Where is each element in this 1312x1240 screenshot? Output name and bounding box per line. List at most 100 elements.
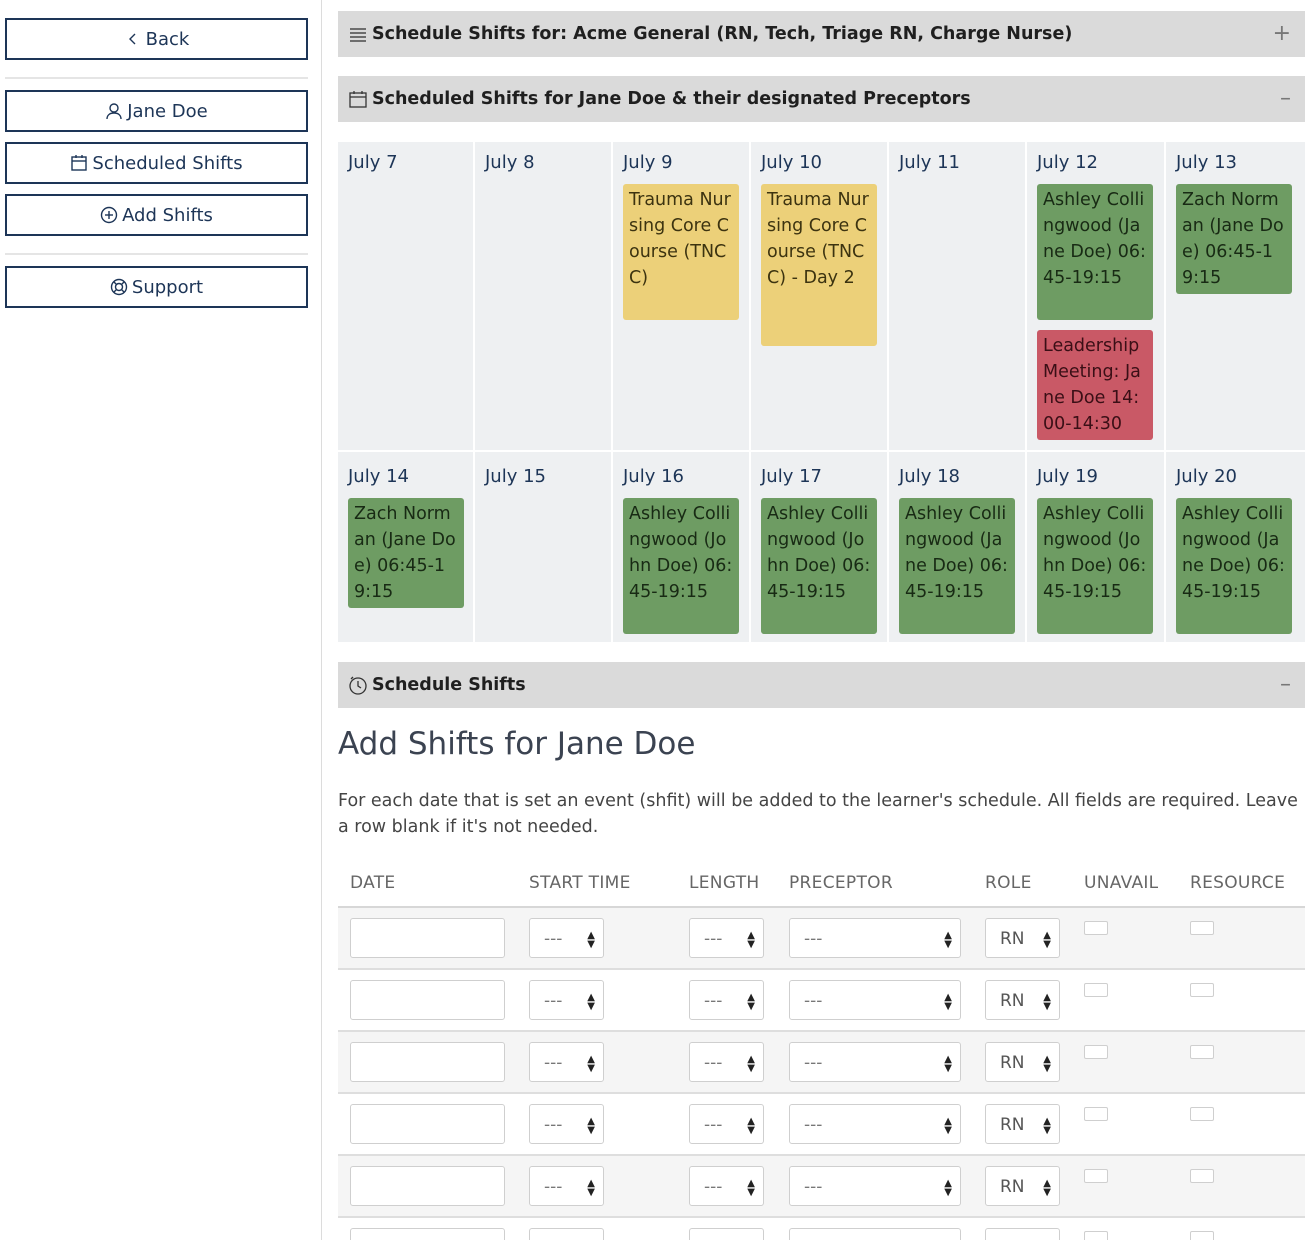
select-value: --- bbox=[704, 991, 723, 1011]
date-input[interactable] bbox=[350, 1104, 505, 1144]
select-arrows-icon: ▲▼ bbox=[747, 930, 755, 950]
unavail-checkbox[interactable] bbox=[1084, 983, 1108, 997]
day-label: July 10 bbox=[761, 152, 822, 173]
preceptor-select[interactable]: ---▲▼ bbox=[789, 1228, 961, 1240]
table-row: --- ▲▼ --- ▲▼ --- ▲▼ RN ▲▼ bbox=[338, 908, 1305, 970]
calendar-day: July 9 Trauma Nursing Core Course (TNCC) bbox=[613, 142, 751, 452]
start-time-select[interactable]: ---▲▼ bbox=[529, 1042, 604, 1082]
select-arrows-icon: ▲▼ bbox=[1043, 1178, 1051, 1198]
collapse-icon[interactable]: – bbox=[1280, 672, 1291, 697]
scheduled-panel-header[interactable]: Scheduled Shifts for Jane Doe & their de… bbox=[338, 76, 1305, 122]
start-time-select[interactable]: ---▲▼ bbox=[529, 980, 604, 1020]
day-label: July 13 bbox=[1176, 152, 1237, 173]
select-arrows-icon: ▲▼ bbox=[587, 1229, 595, 1240]
resource-checkbox[interactable] bbox=[1190, 983, 1214, 997]
day-label: July 14 bbox=[348, 466, 409, 487]
calendar-event[interactable]: Trauma Nursing Core Course (TNCC) bbox=[623, 184, 739, 320]
schedule-for-panel-header[interactable]: Schedule Shifts for: Acme General (RN, T… bbox=[338, 11, 1305, 57]
length-select[interactable]: --- ▲▼ bbox=[689, 980, 764, 1020]
calendar-event[interactable]: Leadership Meeting: Jane Doe 14:00-14:30 bbox=[1037, 330, 1153, 440]
preceptor-select[interactable]: ---▲▼ bbox=[789, 1166, 961, 1206]
calendar-event[interactable]: Ashley Collingwood (John Doe) 06:45-19:1… bbox=[623, 498, 739, 634]
role-select[interactable]: RN▲▼ bbox=[985, 918, 1060, 958]
start-time-select[interactable]: ---▲▼ bbox=[529, 1104, 604, 1144]
select-value: --- bbox=[544, 991, 563, 1011]
plus-circle-icon bbox=[100, 206, 118, 224]
calendar-day: July 19 Ashley Collingwood (John Doe) 06… bbox=[1027, 452, 1166, 642]
start-time-select[interactable]: ---▲▼ bbox=[529, 1166, 604, 1206]
select-arrows-icon: ▲▼ bbox=[747, 1116, 755, 1136]
calendar-event[interactable]: Zach Norman (Jane Doe) 06:45-19:15 bbox=[1176, 184, 1292, 294]
calendar-event[interactable]: Ashley Collingwood (John Doe) 06:45-19:1… bbox=[1037, 498, 1153, 634]
calendar-event[interactable]: Ashley Collingwood (John Doe) 06:45-19:1… bbox=[761, 498, 877, 634]
preceptor-select[interactable]: --- ▲▼ bbox=[789, 1042, 961, 1082]
scheduled-shifts-label: Scheduled Shifts bbox=[92, 152, 243, 174]
unavail-checkbox[interactable] bbox=[1084, 1169, 1108, 1183]
unavail-checkbox[interactable] bbox=[1084, 1231, 1108, 1240]
select-value: RN bbox=[1000, 1053, 1025, 1073]
unavail-checkbox[interactable] bbox=[1084, 1107, 1108, 1121]
select-value: --- bbox=[804, 1053, 823, 1073]
resource-checkbox[interactable] bbox=[1190, 1045, 1214, 1059]
role-select[interactable]: RN ▲▼ bbox=[985, 1166, 1060, 1206]
role-select[interactable]: RN▲▼ bbox=[985, 1228, 1060, 1240]
add-shifts-button[interactable]: Add Shifts bbox=[5, 194, 308, 236]
calendar-event[interactable]: Ashley Collingwood (Jane Doe) 06:45-19:1… bbox=[1176, 498, 1292, 634]
date-input[interactable] bbox=[350, 1228, 505, 1240]
select-value: RN bbox=[1000, 1177, 1025, 1197]
select-value: --- bbox=[804, 1115, 823, 1135]
calendar-event[interactable]: Ashley Collingwood (Jane Doe) 06:45-19:1… bbox=[1037, 184, 1153, 320]
calendar-event[interactable]: Zach Norman (Jane Doe) 06:45-19:15 bbox=[348, 498, 464, 608]
select-arrows-icon: ▲▼ bbox=[1043, 1229, 1051, 1240]
scheduled-shifts-button[interactable]: Scheduled Shifts bbox=[5, 142, 308, 184]
table-row: --- ▲▼ --- ▲▼ --- ▲▼ RN ▲▼ bbox=[338, 1032, 1305, 1094]
select-arrows-icon: ▲▼ bbox=[944, 1178, 952, 1198]
select-arrows-icon: ▲▼ bbox=[587, 1178, 595, 1198]
page-title: Add Shifts for Jane Doe bbox=[338, 726, 696, 762]
select-arrows-icon: ▲▼ bbox=[747, 1229, 755, 1240]
column-header-resource: RESOURCE bbox=[1190, 873, 1286, 893]
length-select[interactable]: ---▲▼ bbox=[689, 1042, 764, 1082]
resource-checkbox[interactable] bbox=[1190, 1107, 1214, 1121]
resource-checkbox[interactable] bbox=[1190, 1169, 1214, 1183]
support-button[interactable]: Support bbox=[5, 266, 308, 308]
length-select[interactable]: ---▲▼ bbox=[689, 1166, 764, 1206]
select-value: --- bbox=[704, 1177, 723, 1197]
start-time-select[interactable]: ---▲▼ bbox=[529, 918, 604, 958]
select-arrows-icon: ▲▼ bbox=[944, 1054, 952, 1074]
date-input[interactable] bbox=[350, 1166, 505, 1206]
date-input[interactable] bbox=[350, 918, 505, 958]
day-label: July 12 bbox=[1037, 152, 1098, 173]
select-arrows-icon: ▲▼ bbox=[1043, 992, 1051, 1012]
collapse-icon[interactable]: – bbox=[1280, 86, 1291, 111]
length-select[interactable]: ---▲▼ bbox=[689, 1228, 764, 1240]
calendar-event[interactable]: Trauma Nursing Core Course (TNCC) - Day … bbox=[761, 184, 877, 346]
schedule-shifts-panel-header[interactable]: Schedule Shifts – bbox=[338, 662, 1305, 708]
length-select[interactable]: ---▲▼ bbox=[689, 1104, 764, 1144]
role-select[interactable]: RN▲▼ bbox=[985, 1042, 1060, 1082]
day-label: July 9 bbox=[623, 152, 673, 173]
length-select[interactable]: ---▲▼ bbox=[689, 918, 764, 958]
resource-checkbox[interactable] bbox=[1190, 1231, 1214, 1240]
preceptor-select[interactable]: ---▲▼ bbox=[789, 1104, 961, 1144]
sidebar-divider bbox=[5, 253, 308, 255]
select-arrows-icon: ▲▼ bbox=[944, 1229, 952, 1240]
day-label: July 17 bbox=[761, 466, 822, 487]
start-time-select[interactable]: ---▲▼ bbox=[529, 1228, 604, 1240]
role-select[interactable]: RN▲▼ bbox=[985, 1104, 1060, 1144]
select-arrows-icon: ▲▼ bbox=[747, 992, 755, 1012]
role-select[interactable]: RN▲▼ bbox=[985, 980, 1060, 1020]
unavail-checkbox[interactable] bbox=[1084, 921, 1108, 935]
select-value: RN bbox=[1000, 929, 1025, 949]
calendar-event[interactable]: Ashley Collingwood (Jane Doe) 06:45-19:1… bbox=[899, 498, 1015, 634]
preceptor-select[interactable]: ---▲▼ bbox=[789, 980, 961, 1020]
back-button[interactable]: Back bbox=[5, 18, 308, 60]
column-header-length: LENGTH bbox=[689, 873, 760, 893]
preceptor-select[interactable]: ---▲▼ bbox=[789, 918, 961, 958]
expand-icon[interactable]: + bbox=[1272, 21, 1291, 46]
user-button[interactable]: Jane Doe bbox=[5, 90, 308, 132]
unavail-checkbox[interactable] bbox=[1084, 1045, 1108, 1059]
date-input[interactable] bbox=[350, 1042, 505, 1082]
date-input[interactable] bbox=[350, 980, 505, 1020]
resource-checkbox[interactable] bbox=[1190, 921, 1214, 935]
